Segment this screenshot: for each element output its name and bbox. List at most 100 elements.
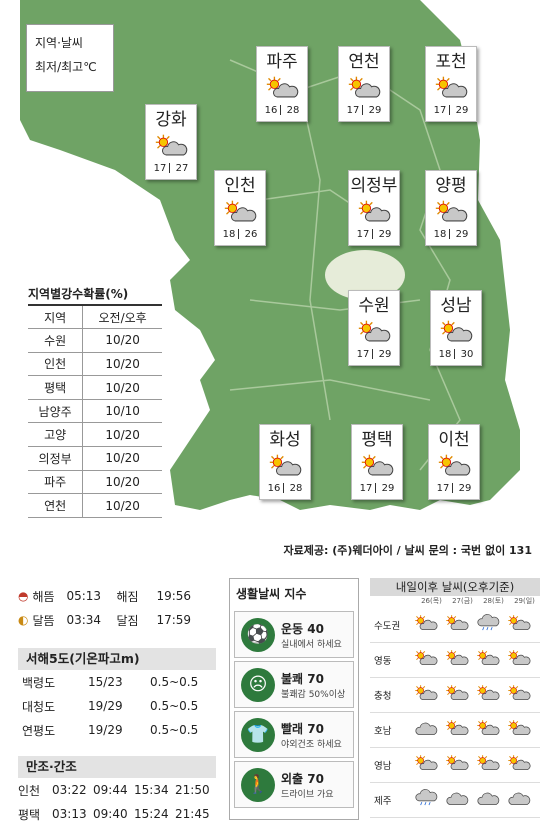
forecast-row: 영동 [370, 643, 540, 678]
forecast-panel: 내일이후 날씨(오후기준) 26(목) 27(금) 28(토) 29(일) 수도권 영동… [370, 578, 540, 823]
city-card-10: 평택 17 29 [351, 424, 403, 500]
sun-cloud-icon [352, 453, 402, 481]
city-temps: 17 29 [433, 105, 469, 117]
sun-cloud-icon [260, 453, 310, 481]
city-name: 연천 [348, 52, 380, 72]
region-name: 수도권 [374, 621, 401, 632]
sun-cloud-icon [431, 319, 481, 347]
legend-region-weather: 지역·날씨 [35, 36, 83, 50]
sun-cloud-icon [503, 614, 534, 635]
forecast-row: 영남 [370, 748, 540, 783]
forecast-row: 제주 [370, 783, 540, 818]
sun-cloud-icon [426, 199, 476, 227]
city-name: 평택 [361, 430, 393, 450]
sun-cloud-icon [441, 614, 472, 635]
city-temps: 18 29 [433, 229, 469, 241]
sun-cloud-icon [503, 719, 534, 740]
map-legend: 지역·날씨 최저/최고℃ [26, 24, 114, 92]
sunrise-icon: ◓ [18, 589, 29, 603]
life-title: 생활날씨 지수 [236, 587, 307, 601]
sun-cloud-icon [410, 649, 441, 670]
table-row: 의정부 10/20 [28, 446, 162, 471]
city-name: 인천 [224, 176, 256, 196]
city-name: 파주 [266, 52, 298, 72]
city-card-5: 의정부 17 29 [348, 170, 400, 246]
city-temps: 17 29 [359, 483, 395, 495]
city-temps: 18 26 [222, 229, 258, 241]
table-row: 파주 10/20 [28, 470, 162, 495]
outing-icon: 🚶 [241, 767, 275, 802]
sea-title: 서해5도(기온파고m) [18, 648, 216, 670]
source-credit: 자료제공: (주)웨더아이 / 날씨 문의 : 국번 없이 131 [283, 544, 532, 557]
sun-cloud-icon [257, 75, 307, 103]
moon-row: ◐ 달뜸 03:34 달짐 17:59 [18, 613, 192, 628]
city-name: 수원 [358, 296, 390, 316]
laundry-icon: 👕 [241, 717, 275, 752]
exercise-icon: ⚽ [241, 617, 275, 652]
table-row: 연천 10/20 [28, 493, 162, 518]
precipitation-table: 지역별강수확률(%) 지역 오전/오후 수원 10/20 인천 10/20 평택 10/… [28, 284, 162, 518]
sun-cloud-icon [503, 754, 534, 775]
discomfort-icon: ☹ [241, 667, 275, 702]
table-row: 평택 10/20 [28, 375, 162, 400]
city-temps: 16 28 [267, 483, 303, 495]
legend-min-max: 최저/최고℃ [35, 60, 97, 74]
precip-header-value: 오전/오후 [82, 305, 162, 330]
city-card-11: 이천 17 29 [428, 424, 480, 500]
sun-cloud-icon [441, 684, 472, 705]
precip-header-region: 지역 [28, 305, 84, 330]
sun-cloud-icon [410, 754, 441, 775]
sun-cloud-icon [349, 199, 399, 227]
life-item: ⚽ 운동 40 실내에서 하세요 [234, 611, 354, 658]
city-name: 성남 [440, 296, 472, 316]
sun-cloud-icon [410, 614, 441, 635]
city-name: 강화 [155, 110, 187, 130]
sun-cloud-icon [429, 453, 479, 481]
table-row: 수원 10/20 [28, 328, 162, 353]
list-item: 대청도 19/29 0.5~0.5 [22, 699, 199, 714]
list-item: 인천 03:22 09:44 15:34 21:50 [18, 783, 210, 798]
city-temps: 17 27 [153, 163, 189, 175]
city-card-2: 포천 17 29 [425, 46, 477, 122]
region-name: 제주 [374, 796, 392, 807]
cloud-rain-icon [472, 614, 503, 635]
sun-cloud-icon [472, 684, 503, 705]
sun-cloud-icon [472, 649, 503, 670]
city-name: 양평 [435, 176, 467, 196]
cloud-icon [441, 789, 472, 810]
city-card-0: 파주 16 28 [256, 46, 308, 122]
city-card-6: 양평 18 29 [425, 170, 477, 246]
life-item: 👕 빨래 70 야외건조 하세요 [234, 711, 354, 758]
sun-cloud-icon [441, 754, 472, 775]
cloud-icon [410, 719, 441, 740]
seoul-area [325, 250, 405, 300]
cloud-icon [503, 789, 534, 810]
precip-title: 지역별강수확률(%) [28, 287, 129, 301]
sun-moon-sea-panel: ◓ 해뜸 05:13 해짐 19:56 ◐ 달뜸 03:34 달짐 17:59 … [18, 584, 216, 826]
city-card-4: 인천 18 26 [214, 170, 266, 246]
city-card-8: 성남 18 30 [430, 290, 482, 366]
region-name: 호남 [374, 726, 392, 737]
city-temps: 16 28 [264, 105, 300, 117]
sun-cloud-icon [339, 75, 389, 103]
city-card-3: 강화 17 27 [145, 104, 197, 180]
forecast-title: 내일이후 날씨(오후기준) [370, 578, 540, 596]
sun-cloud-icon [349, 319, 399, 347]
city-card-7: 수원 17 29 [348, 290, 400, 366]
table-row: 고양 10/20 [28, 422, 162, 448]
list-item: 평택 03:13 09:40 15:24 21:45 [18, 807, 210, 822]
table-row: 남양주 10/10 [28, 399, 162, 424]
city-temps: 17 29 [356, 349, 392, 361]
region-name: 영남 [374, 761, 392, 772]
moonrise-icon: ◐ [18, 613, 29, 627]
sun-cloud-icon [441, 649, 472, 670]
city-temps: 17 29 [356, 229, 392, 241]
city-name: 포천 [435, 52, 467, 72]
life-item: ☹ 불쾌 70 불쾌감 50%이상 [234, 661, 354, 708]
cloud-rain-icon [410, 789, 441, 810]
life-item: 🚶 외출 70 드라이브 가요 [234, 761, 354, 808]
forecast-row: 수도권 [370, 608, 540, 643]
sun-cloud-icon [215, 199, 265, 227]
sun-cloud-icon [441, 719, 472, 740]
sun-cloud-icon [426, 75, 476, 103]
